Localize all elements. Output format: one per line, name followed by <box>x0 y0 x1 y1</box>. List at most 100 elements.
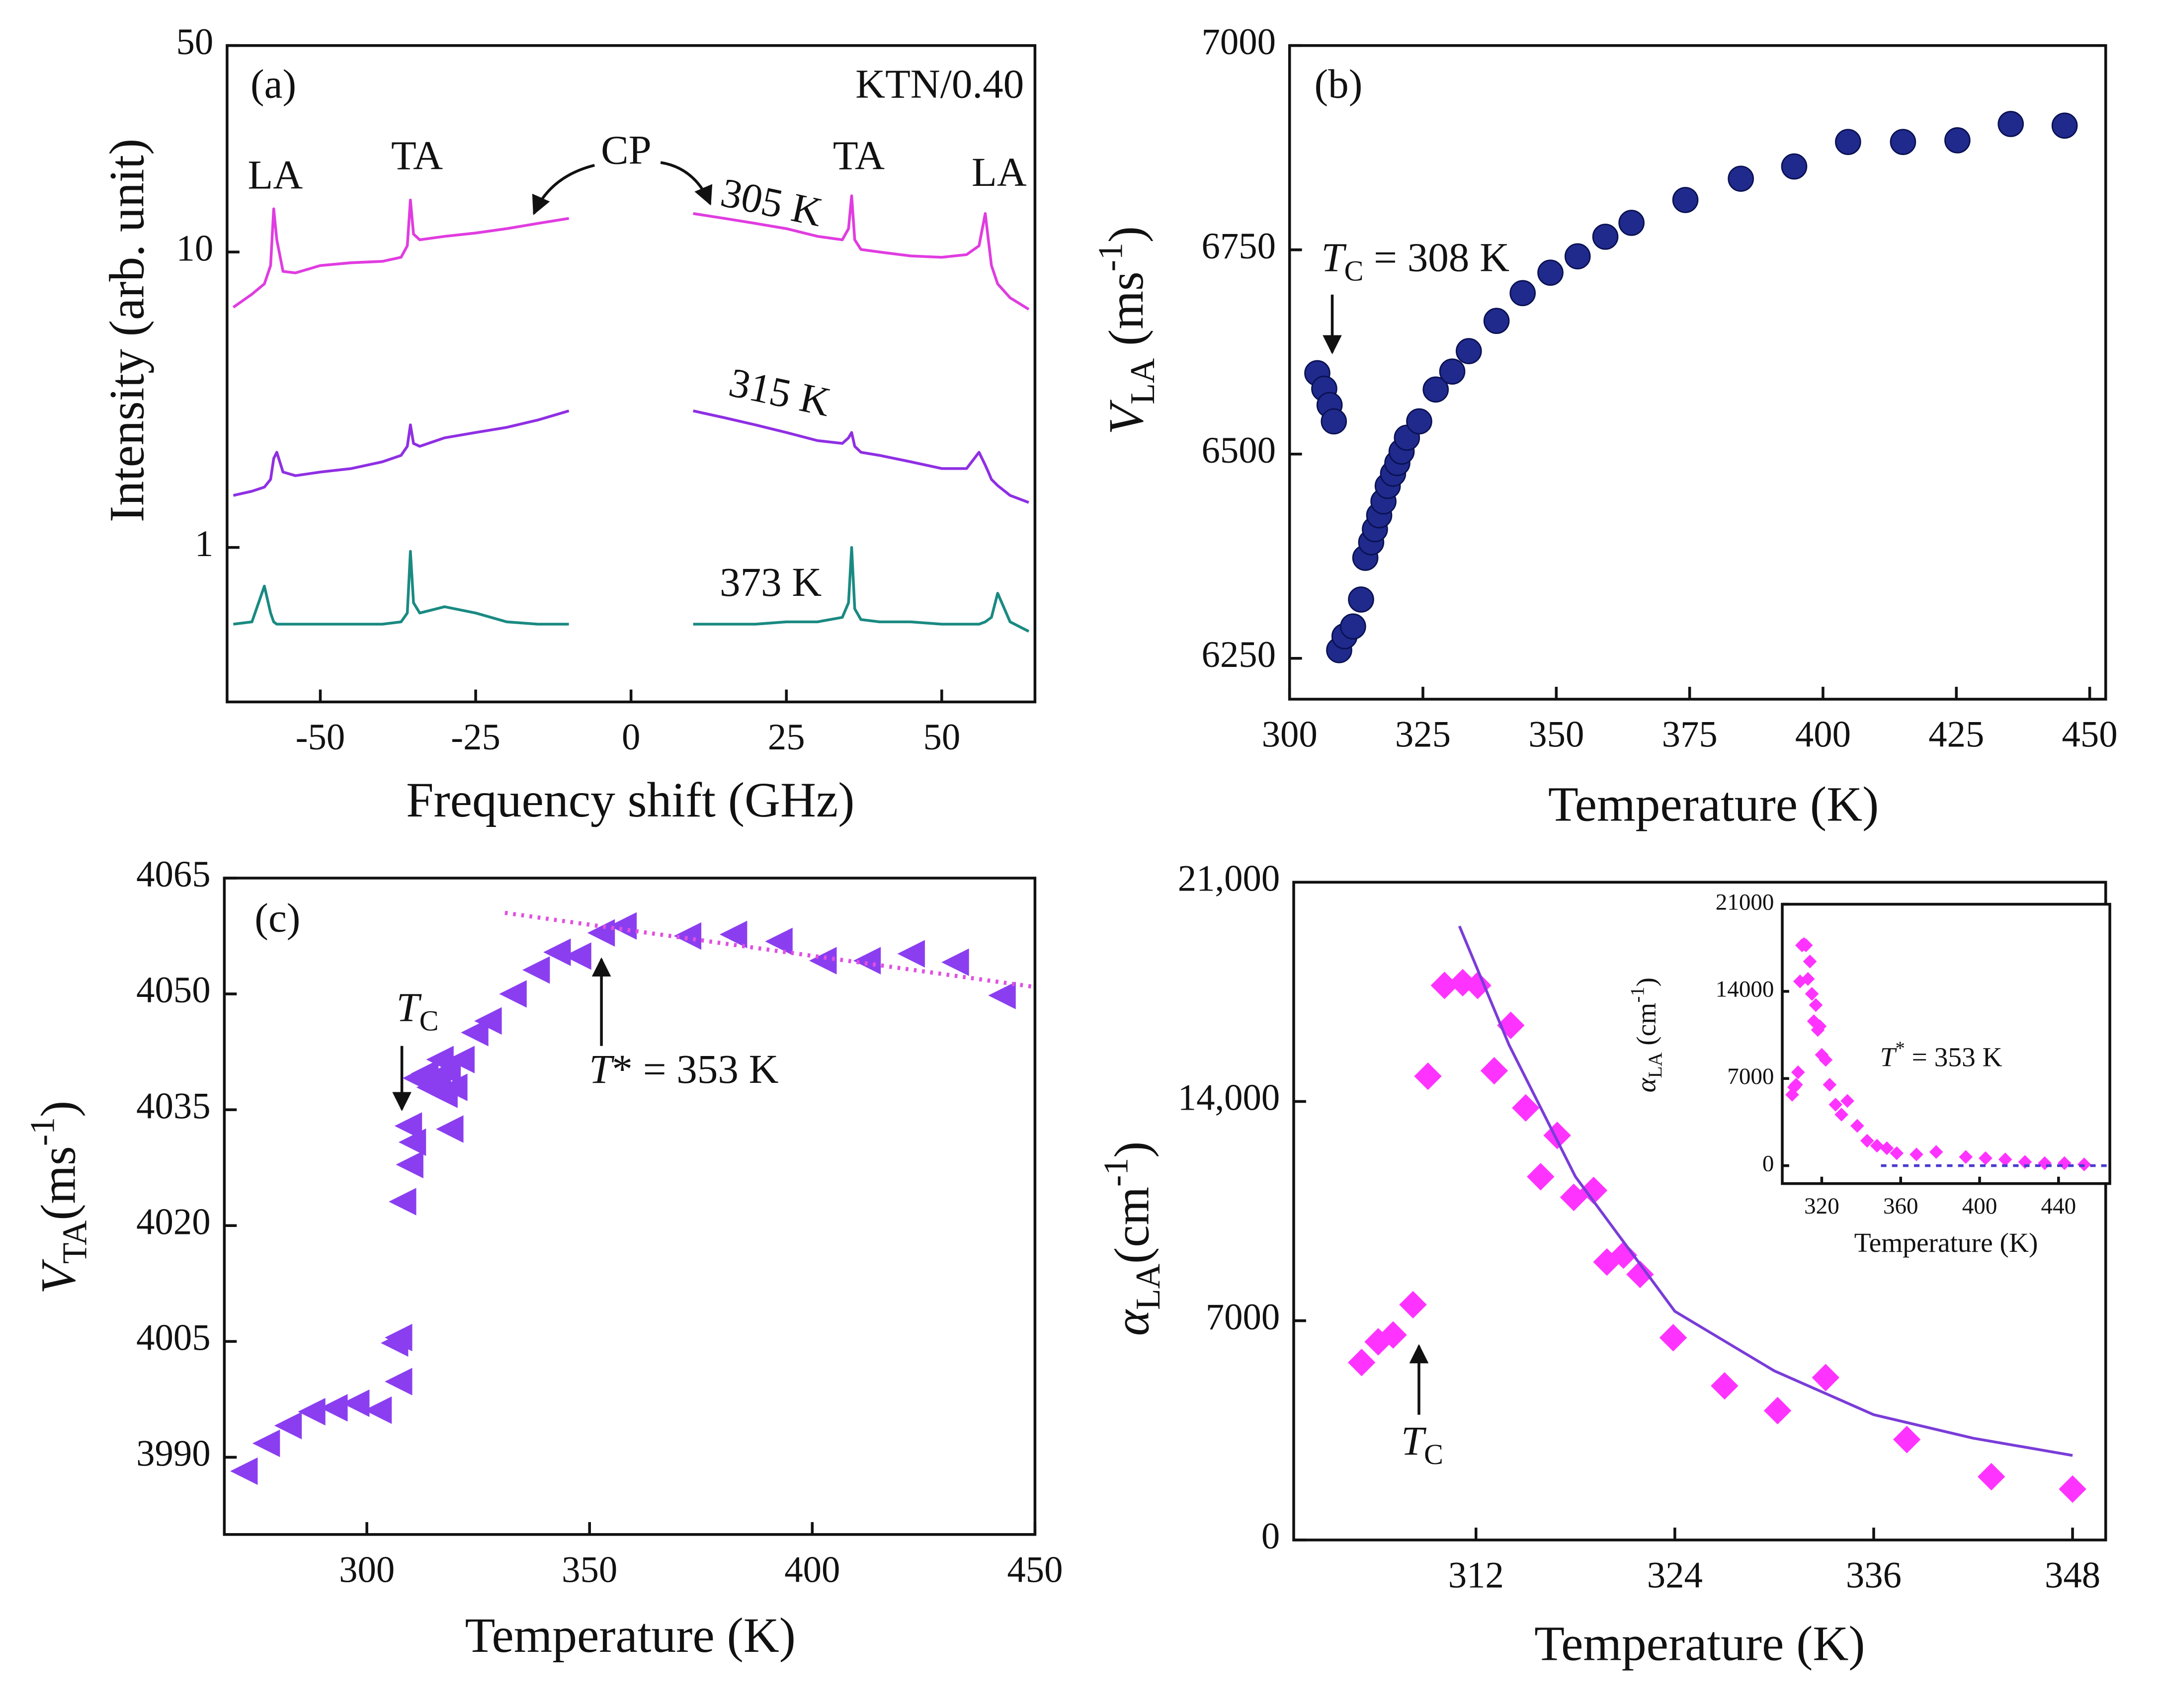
x-tick-label: 50 <box>923 717 960 758</box>
y-axis-label: αLA (cm-1) <box>1627 977 1666 1092</box>
text-part: ) <box>1098 226 1154 243</box>
point <box>1439 358 1466 385</box>
point <box>1781 153 1808 180</box>
point <box>1763 1396 1792 1425</box>
point <box>1672 187 1699 213</box>
x-axis-label: Frequency shift (GHz) <box>406 772 854 827</box>
point <box>587 919 615 947</box>
point <box>1618 210 1645 236</box>
text-part: (ms <box>1098 271 1154 358</box>
series-label: 305 K <box>717 169 827 236</box>
point <box>1959 1150 1973 1164</box>
text-part: * <box>1895 1038 1905 1059</box>
plot-frame <box>1292 881 2107 1542</box>
point <box>1414 1062 1442 1090</box>
x-tick-label: 350 <box>1528 714 1584 755</box>
point <box>385 1368 413 1395</box>
point <box>1890 1146 1904 1160</box>
y-tick-label: 6250 <box>1201 634 1276 675</box>
point <box>1880 1141 1894 1155</box>
point <box>1805 987 1819 1001</box>
plot-frame <box>1288 44 2107 701</box>
point <box>1860 1134 1874 1148</box>
y-tick-label: 7000 <box>1727 1063 1774 1089</box>
x-tick-label: 300 <box>1262 714 1318 755</box>
point <box>1579 1176 1608 1205</box>
x-tick-label: 400 <box>1795 714 1851 755</box>
text-part: T <box>1880 1042 1898 1072</box>
point <box>440 1073 468 1101</box>
y-tick-label: 1 <box>195 523 213 565</box>
point <box>1823 1077 1837 1092</box>
annotation: TA <box>833 133 885 178</box>
x-tick-label: 350 <box>562 1549 617 1590</box>
x-tick-label: 320 <box>1804 1193 1839 1219</box>
point <box>1812 1364 1839 1391</box>
y-axis-label: Intensity (arb. unit) <box>99 139 155 522</box>
point <box>252 1429 280 1458</box>
text-part: α <box>1631 1077 1661 1092</box>
y-tick-label: 7000 <box>1201 21 1276 63</box>
point <box>765 927 793 956</box>
x-axis-label: Temperature (K) <box>1548 776 1879 831</box>
text-part: (cm <box>1104 1187 1159 1264</box>
point <box>1321 408 1347 435</box>
point <box>2059 1475 2086 1503</box>
point <box>609 912 637 940</box>
point <box>1801 972 1815 986</box>
x-axis-label: Temperature (K) <box>465 1608 796 1663</box>
x-tick-label: 400 <box>784 1549 840 1590</box>
annotation: (c) <box>254 895 300 941</box>
point <box>1537 259 1564 286</box>
point <box>499 980 527 1008</box>
annotation: LA <box>972 149 1027 195</box>
point <box>1803 954 1817 969</box>
text-part: ) <box>1631 977 1661 986</box>
point <box>897 940 925 968</box>
text-part: (cm <box>1631 1003 1661 1053</box>
plot-frame <box>223 877 1037 1536</box>
x-tick-label: 425 <box>1928 714 1984 755</box>
text-part: -1 <box>1091 243 1130 271</box>
y-axis-label: VTA(ms-1) <box>24 1101 94 1294</box>
annotation: TC <box>397 984 439 1037</box>
y-tick-label: 50 <box>176 21 213 63</box>
point <box>1509 280 1536 307</box>
y-tick-label: 4020 <box>136 1201 211 1242</box>
y-tick-label: 0 <box>1261 1516 1280 1557</box>
text-part: -1 <box>1627 986 1648 1002</box>
text-part: α <box>1104 1309 1159 1336</box>
point <box>1835 129 1861 155</box>
text-part: C <box>1424 1438 1443 1470</box>
text-part: LA <box>1129 1264 1167 1310</box>
series-line <box>504 910 1035 989</box>
point <box>447 1046 475 1073</box>
text-part: LA <box>1645 1053 1666 1078</box>
x-tick-label: -25 <box>451 717 500 758</box>
point <box>320 1394 348 1422</box>
series-line <box>233 409 1029 504</box>
point <box>1483 308 1510 334</box>
point <box>1789 1077 1803 1092</box>
point <box>436 1115 464 1143</box>
point <box>1893 1426 1921 1454</box>
y-tick-label: 3990 <box>136 1433 211 1474</box>
point <box>396 1150 423 1179</box>
point <box>364 1396 392 1424</box>
point <box>719 920 747 949</box>
point <box>1455 338 1482 364</box>
annotation: TA <box>391 133 443 178</box>
point <box>1399 1291 1427 1319</box>
x-tick-label: -50 <box>296 717 345 758</box>
point <box>385 1323 413 1352</box>
text-part: V <box>30 1259 85 1294</box>
annotation: T* = 353 K <box>589 1046 778 1092</box>
x-axis-label: Temperature (K) <box>1534 1616 1865 1671</box>
text-part: C <box>419 1005 439 1037</box>
series-label: 373 K <box>720 559 822 605</box>
y-tick-label: 4050 <box>136 970 211 1011</box>
point <box>230 1457 258 1485</box>
x-tick-label: 336 <box>1846 1555 1902 1596</box>
text-part: C <box>1344 255 1364 287</box>
annotation: (a) <box>250 61 296 107</box>
